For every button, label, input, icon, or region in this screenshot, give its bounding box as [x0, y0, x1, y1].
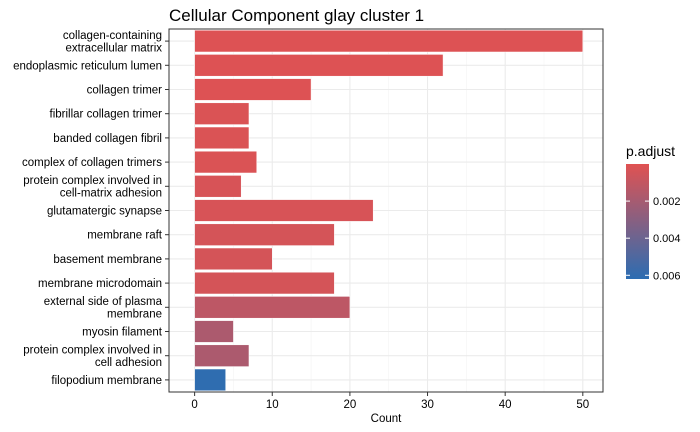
category-label-10: membrane microdomain — [38, 278, 162, 290]
bar-3 — [194, 102, 250, 125]
category-label-13-line-1: cell adhesion — [95, 357, 162, 369]
category-label-0-line-0: collagen-containing — [63, 30, 162, 42]
category-label-6-line-0: protein complex involved in — [23, 175, 162, 187]
bar-13 — [194, 344, 250, 367]
x-tick-label-1: 10 — [266, 399, 279, 411]
legend: p.adjust 0.002 0.004 0.006 — [626, 143, 681, 282]
legend-tick-label-2: 0.006 — [653, 270, 681, 282]
category-label-6-line-1: cell-matrix adhesion — [60, 188, 162, 200]
legend-tick-label-1: 0.004 — [653, 233, 681, 245]
bar-8 — [194, 223, 335, 246]
category-label-5: complex of collagen trimers — [22, 157, 162, 169]
bar-10 — [194, 271, 335, 295]
bar-4 — [194, 126, 250, 150]
category-label-11-line-1: membrane — [107, 309, 162, 321]
bar-1 — [194, 54, 444, 77]
bar-9 — [194, 247, 273, 271]
legend-colorbar — [626, 164, 649, 279]
bar-2 — [194, 78, 312, 101]
legend-tick-label-0: 0.002 — [653, 196, 681, 208]
bar-5 — [194, 150, 257, 174]
category-label-8: membrane raft — [87, 230, 163, 242]
x-tick-label-0: 0 — [191, 399, 197, 411]
chart-title: Cellular Component glay cluster 1 — [169, 6, 424, 25]
x-axis-title: Count — [371, 413, 402, 425]
category-label-12: myosin filament — [82, 327, 163, 339]
x-tick-label-4: 40 — [499, 399, 512, 411]
bar-12 — [194, 320, 234, 343]
category-label-0-line-1: extracellular matrix — [66, 42, 163, 54]
category-label-11-line-0: external side of plasma — [44, 296, 163, 308]
legend-title: p.adjust — [626, 143, 675, 159]
category-label-14: filopodium membrane — [51, 375, 162, 387]
bar-11 — [194, 296, 351, 319]
x-tick-label-3: 30 — [421, 399, 434, 411]
category-label-1: endoplasmic reticulum lumen — [13, 60, 162, 72]
category-label-13-line-0: protein complex involved in — [23, 344, 162, 356]
category-label-9: basement membrane — [53, 254, 162, 266]
category-label-3: fibrillar collagen trimer — [50, 109, 163, 121]
x-tick-label-5: 50 — [576, 399, 589, 411]
category-label-2: collagen trimer — [87, 85, 163, 97]
x-axis-ticks: 0 10 20 30 40 50 — [191, 392, 589, 411]
x-tick-label-2: 20 — [343, 399, 356, 411]
bar-7 — [194, 199, 374, 222]
bar-0 — [194, 29, 584, 53]
bars — [194, 29, 584, 392]
category-label-4: banded collagen fibril — [53, 133, 162, 145]
bar-14 — [194, 368, 226, 392]
bar-6 — [194, 175, 242, 198]
category-label-7: glutamatergic synapse — [47, 206, 162, 218]
